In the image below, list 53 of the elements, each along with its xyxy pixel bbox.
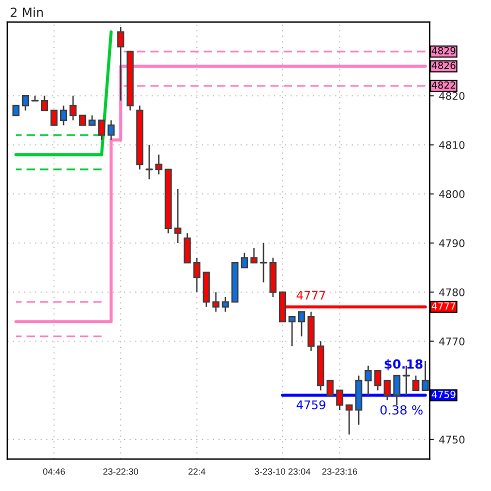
y-tick-label: 4790	[439, 239, 464, 248]
x-tick-label: 04:46	[43, 468, 65, 475]
candlestick	[155, 154, 162, 175]
data-label: 4822	[432, 81, 456, 89]
candlestick	[250, 247, 258, 264]
candlestick	[50, 110, 58, 126]
annotation: 0.38 %	[380, 405, 423, 415]
candlestick	[288, 316, 296, 347]
candlestick	[393, 374, 400, 406]
annotation: $0.18	[384, 359, 423, 370]
candlestick	[98, 120, 106, 141]
data-label: 4777	[296, 290, 326, 300]
candlestick	[240, 252, 248, 268]
x-tick-label: 23-22:30	[103, 468, 138, 475]
candlestick	[146, 144, 153, 180]
x-tick-label: 23-23:16	[322, 468, 358, 475]
candlestick	[108, 120, 115, 141]
candlestick	[12, 104, 20, 116]
y-tick-label: 4810	[439, 141, 464, 149]
candlestick	[88, 114, 96, 126]
candlestick	[22, 95, 30, 112]
data-label: 4777	[432, 302, 456, 310]
candlestick	[384, 380, 391, 401]
candlestick	[40, 95, 48, 112]
candlestick	[212, 291, 220, 312]
candlestick	[60, 104, 68, 126]
candlestick	[412, 374, 420, 392]
candlestick	[79, 114, 86, 126]
x-tick-label: 3-23-10 23:04	[254, 468, 310, 475]
y-tick-label: 4750	[439, 436, 464, 444]
y-tick-label: 4800	[439, 190, 464, 198]
data-label: 4759	[296, 400, 326, 410]
candlestick	[374, 370, 382, 392]
y-tick-label: 4770	[439, 337, 464, 346]
candlestick	[326, 380, 334, 396]
candlestick	[174, 188, 182, 244]
x-tick-label: 22:4	[188, 468, 206, 475]
candlestick	[222, 296, 229, 312]
data-label: 4759	[432, 390, 456, 398]
y-tick-label: 4820	[439, 92, 464, 100]
data-label: 4826	[432, 62, 456, 70]
candlestick	[260, 242, 268, 284]
chart-title: 2 Min	[10, 7, 43, 17]
candlestick	[117, 26, 124, 102]
y-tick-label: 4780	[439, 288, 464, 296]
data-label: 4829	[432, 47, 456, 54]
candlestick	[364, 365, 372, 396]
candlestick	[336, 390, 344, 411]
candlestick	[346, 404, 353, 436]
candlestick	[422, 360, 429, 392]
candlestick	[298, 311, 306, 338]
candlestick	[70, 95, 77, 121]
candlestick	[193, 257, 200, 293]
